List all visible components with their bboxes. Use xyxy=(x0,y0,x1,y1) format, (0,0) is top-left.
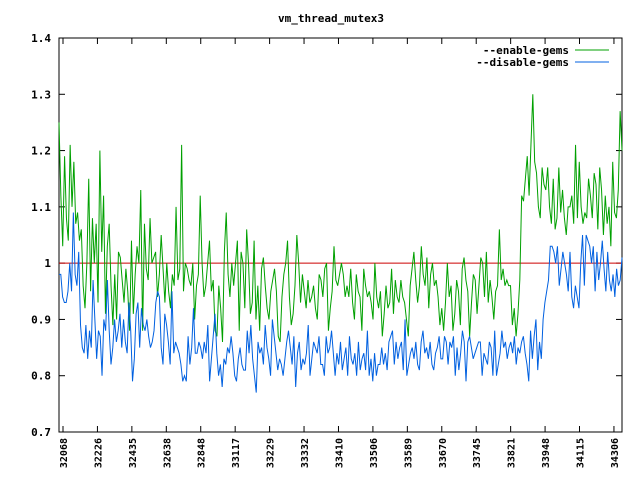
x-tick-label: 34306 xyxy=(610,438,621,468)
y-tick-label: 1 xyxy=(44,257,51,270)
y-tick-label: 1.4 xyxy=(31,32,51,45)
x-tick-label: 32068 xyxy=(59,438,70,468)
plot-frame xyxy=(58,37,623,433)
x-tick-label: 33506 xyxy=(369,438,380,468)
y-tick-label: 0.8 xyxy=(31,370,51,383)
y-tick-label: 0.9 xyxy=(31,313,51,326)
x-tick-label: 32638 xyxy=(162,438,173,468)
legend-label: --disable-gems xyxy=(476,56,569,69)
x-tick-label: 33332 xyxy=(300,438,311,468)
x-tick-label: 32435 xyxy=(128,438,139,468)
x-tick-label: 33821 xyxy=(507,438,518,468)
x-tick-label: 32848 xyxy=(197,438,208,468)
series-group xyxy=(58,94,623,393)
x-tick-label: 33670 xyxy=(438,438,449,468)
chart-title: vm_thread_mutex3 xyxy=(278,12,384,25)
y-tick-label: 0.7 xyxy=(31,426,51,439)
x-tick-label: 33589 xyxy=(403,438,414,468)
x-tick-label: 32226 xyxy=(93,438,104,468)
y-tick-label: 1.3 xyxy=(31,88,51,101)
x-tick-label: 33117 xyxy=(231,438,242,468)
legend-label: --enable-gems xyxy=(483,44,569,57)
plot-area: 0.70.80.911.11.21.31.4 32068 32226 32435 32… xyxy=(31,32,623,468)
series-line-disable-gems xyxy=(59,212,623,393)
y-tick-label: 1.1 xyxy=(31,201,51,214)
x-tick-label: 33745 xyxy=(472,438,483,468)
legend: --enable-gems--disable-gems xyxy=(476,44,609,69)
series-line-enable-gems xyxy=(58,94,623,343)
x-tick-label: 33410 xyxy=(334,438,345,468)
y-axis: 0.7 0.8 0.9 1 1.1 1.2 1.3 1.4 xyxy=(31,32,622,439)
x-tick-label: 34115 xyxy=(576,438,587,468)
y-tick-label: 1.2 xyxy=(31,145,51,158)
x-axis: 32068 32226 32435 32638 32848 33117 33229 33332… xyxy=(59,38,621,468)
x-tick-label: 33948 xyxy=(541,438,552,468)
x-tick-label: 33229 xyxy=(266,438,277,468)
